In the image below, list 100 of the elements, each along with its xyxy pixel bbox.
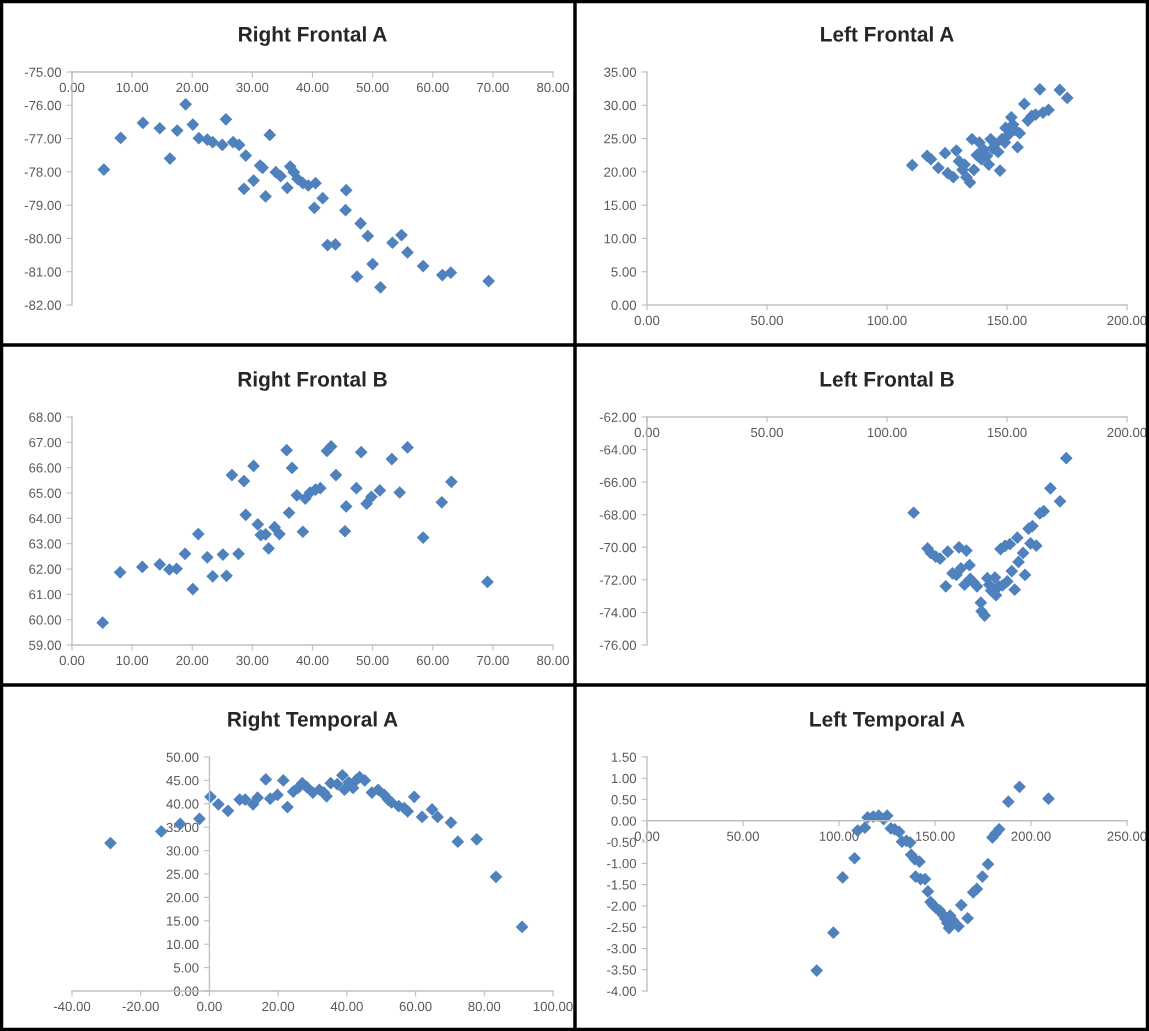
y-tick-label: 20.00	[166, 892, 199, 903]
y-tick-label: -2.50	[607, 922, 637, 933]
y-tick-label: -75.00	[24, 67, 62, 77]
x-tick-label: 0.00	[59, 82, 85, 93]
x-tick-label: 80.00	[468, 1001, 501, 1012]
x-tick-label: 80.00	[537, 655, 569, 666]
y-tick-label: -2.00	[607, 901, 637, 911]
y-tick-label: 0.00	[611, 816, 637, 826]
y-tick-label: 0.50	[611, 795, 637, 805]
y-tick-label: 45.00	[166, 775, 199, 786]
y-tick-label: 10.00	[604, 234, 637, 244]
x-tick-label: 50.00	[727, 831, 759, 841]
y-tick-label: -68.00	[599, 510, 637, 520]
x-tick-label: 50.00	[356, 655, 389, 666]
x-tick-label: 100.00	[867, 315, 907, 326]
y-tick-label: 1.00	[611, 773, 637, 784]
x-tick-label: 50.00	[751, 427, 783, 438]
y-tick-label: -82.00	[24, 300, 62, 310]
x-tick-label: 30.00	[236, 655, 269, 666]
x-tick-label: 0.00	[634, 831, 660, 841]
chart-title: Left Frontal A	[821, 26, 954, 42]
x-tick-label: 200.00	[1107, 427, 1147, 438]
y-tick-label: -76.00	[24, 100, 62, 111]
x-tick-label: 70.00	[477, 655, 509, 666]
y-tick-label: -78.00	[24, 167, 62, 177]
chart-title: Left Temporal A	[810, 711, 965, 731]
y-tick-label: -1.00	[607, 858, 637, 869]
x-tick-label: 50.00	[356, 82, 389, 93]
x-tick-label: 200.00	[1011, 831, 1051, 841]
y-tick-label: -74.00	[599, 608, 637, 618]
x-tick-label: 20.00	[262, 1001, 295, 1012]
x-tick-label: 250.00	[1107, 831, 1147, 841]
x-tick-label: 30.00	[236, 82, 269, 93]
y-tick-label: 25.00	[166, 869, 199, 879]
x-tick-label: 60.00	[399, 1001, 432, 1012]
y-tick-label: -79.00	[24, 200, 62, 211]
x-tick-label: 0.00	[634, 315, 660, 326]
y-tick-label: 1.50	[611, 752, 637, 762]
x-tick-label: 150.00	[987, 315, 1027, 326]
chart-title: Right Frontal A	[239, 26, 387, 46]
y-tick-label: 68.00	[29, 412, 62, 422]
chart-title: Right Temporal A	[228, 711, 398, 731]
x-tick-label: 10.00	[116, 82, 149, 93]
x-tick-label: 40.00	[296, 655, 329, 666]
chart-title: Right Frontal B	[238, 371, 387, 391]
x-tick-label: 0.00	[59, 655, 85, 666]
y-tick-label: 10.00	[167, 939, 199, 950]
y-tick-label: 59.00	[29, 640, 62, 650]
y-tick-label: -62.00	[599, 412, 637, 422]
y-tick-label: 5.00	[173, 963, 199, 973]
y-tick-label: -1.50	[607, 880, 637, 890]
x-tick-label: 80.00	[537, 82, 569, 93]
y-tick-label: 66.00	[29, 463, 62, 473]
x-tick-label: 40.00	[330, 1001, 363, 1012]
x-tick-label: -20.00	[122, 1001, 159, 1012]
y-tick-label: -72.00	[599, 575, 637, 585]
x-tick-label: 0.00	[634, 427, 660, 438]
x-tick-label: 0.00	[197, 1001, 222, 1012]
y-tick-label: -70.00	[599, 542, 637, 553]
y-tick-label: 30.00	[604, 100, 637, 111]
y-tick-label: -3.50	[607, 965, 637, 975]
y-tick-label: 61.00	[29, 589, 62, 600]
x-tick-label: 10.00	[116, 655, 149, 666]
y-tick-label: 63.00	[29, 539, 62, 549]
y-tick-label: 60.00	[29, 615, 62, 625]
y-tick-label: 30.00	[166, 846, 199, 856]
y-tick-label: 15.00	[167, 916, 199, 926]
y-tick-label: -64.00	[599, 445, 637, 455]
y-tick-label: 15.00	[604, 200, 637, 211]
x-tick-label: 200.00	[1107, 315, 1147, 326]
y-tick-label: 0.00	[173, 986, 199, 996]
y-tick-label: 20.00	[604, 167, 637, 177]
x-tick-label: 50.00	[751, 315, 783, 326]
y-tick-label: 25.00	[604, 134, 637, 144]
y-tick-label: -0.50	[607, 837, 637, 847]
y-tick-label: 5.00	[611, 267, 637, 277]
y-tick-label: -3.00	[607, 944, 637, 954]
y-tick-label: 67.00	[29, 437, 62, 448]
x-tick-label: 60.00	[416, 655, 449, 666]
y-tick-label: 50.00	[166, 752, 199, 762]
x-tick-label: 100.00	[867, 427, 907, 438]
x-tick-label: 60.00	[416, 82, 449, 93]
y-tick-label: 40.00	[166, 799, 199, 809]
x-tick-label: 40.00	[296, 82, 329, 93]
x-tick-label: 100.00	[533, 1001, 573, 1012]
y-tick-label: -4.00	[607, 986, 637, 996]
x-tick-label: 150.00	[987, 427, 1027, 438]
x-tick-label: 70.00	[477, 82, 509, 93]
y-tick-label: 35.00	[604, 67, 637, 77]
x-tick-label: 150.00	[915, 831, 955, 841]
y-tick-label: 62.00	[29, 564, 62, 574]
y-tick-label: -66.00	[599, 477, 637, 488]
y-tick-label: 65.00	[29, 488, 62, 498]
y-tick-label: 64.00	[29, 513, 62, 524]
y-tick-label: -81.00	[24, 267, 62, 277]
y-tick-label: -80.00	[24, 234, 62, 244]
y-tick-label: -76.00	[599, 640, 637, 650]
y-tick-label: 0.00	[611, 300, 637, 310]
y-tick-label: -77.00	[24, 134, 62, 144]
chart-title: Left Frontal B	[820, 371, 954, 387]
